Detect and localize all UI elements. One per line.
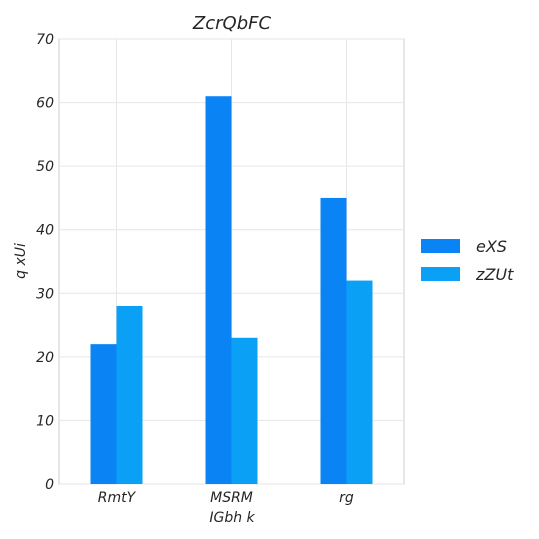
- y-tick-label: 50: [36, 159, 54, 175]
- x-tick-label: MSRM: [210, 490, 253, 506]
- y-tick-label: 40: [36, 223, 54, 239]
- chart-title: ZcrQbFC: [192, 13, 272, 34]
- y-tick-label: 70: [36, 32, 54, 48]
- bar-eXS-MSRM: [206, 96, 232, 484]
- legend-label-zZUt: zZUt: [475, 265, 514, 284]
- y-tick-label: 30: [36, 286, 54, 302]
- y-axis-label: q xUi: [13, 243, 29, 279]
- legend-label-eXS: eXS: [476, 237, 507, 256]
- bar-zZUt-rg: [347, 281, 373, 484]
- bar-zZUt-RmtY: [117, 306, 143, 484]
- legend-swatch-eXS: [421, 239, 460, 253]
- y-tick-label: 0: [45, 477, 54, 493]
- legend: eXS zZUt: [421, 237, 514, 284]
- y-tick-label: 10: [36, 413, 54, 429]
- x-tick-label: rg: [339, 490, 354, 506]
- x-axis-label: IGbh k: [209, 510, 255, 526]
- x-tick-label: RmtY: [98, 490, 137, 506]
- legend-swatch-zZUt: [421, 267, 460, 281]
- x-tick-labels: RmtY MSRM rg: [98, 490, 354, 506]
- bar-eXS-rg: [321, 198, 347, 484]
- y-tick-label: 60: [36, 96, 54, 112]
- bar-eXS-RmtY: [91, 344, 117, 484]
- bar-zZUt-MSRM: [232, 338, 258, 484]
- y-tick-labels: 0 10 20 30 40 50 60 70: [36, 32, 54, 493]
- y-tick-label: 20: [36, 350, 54, 366]
